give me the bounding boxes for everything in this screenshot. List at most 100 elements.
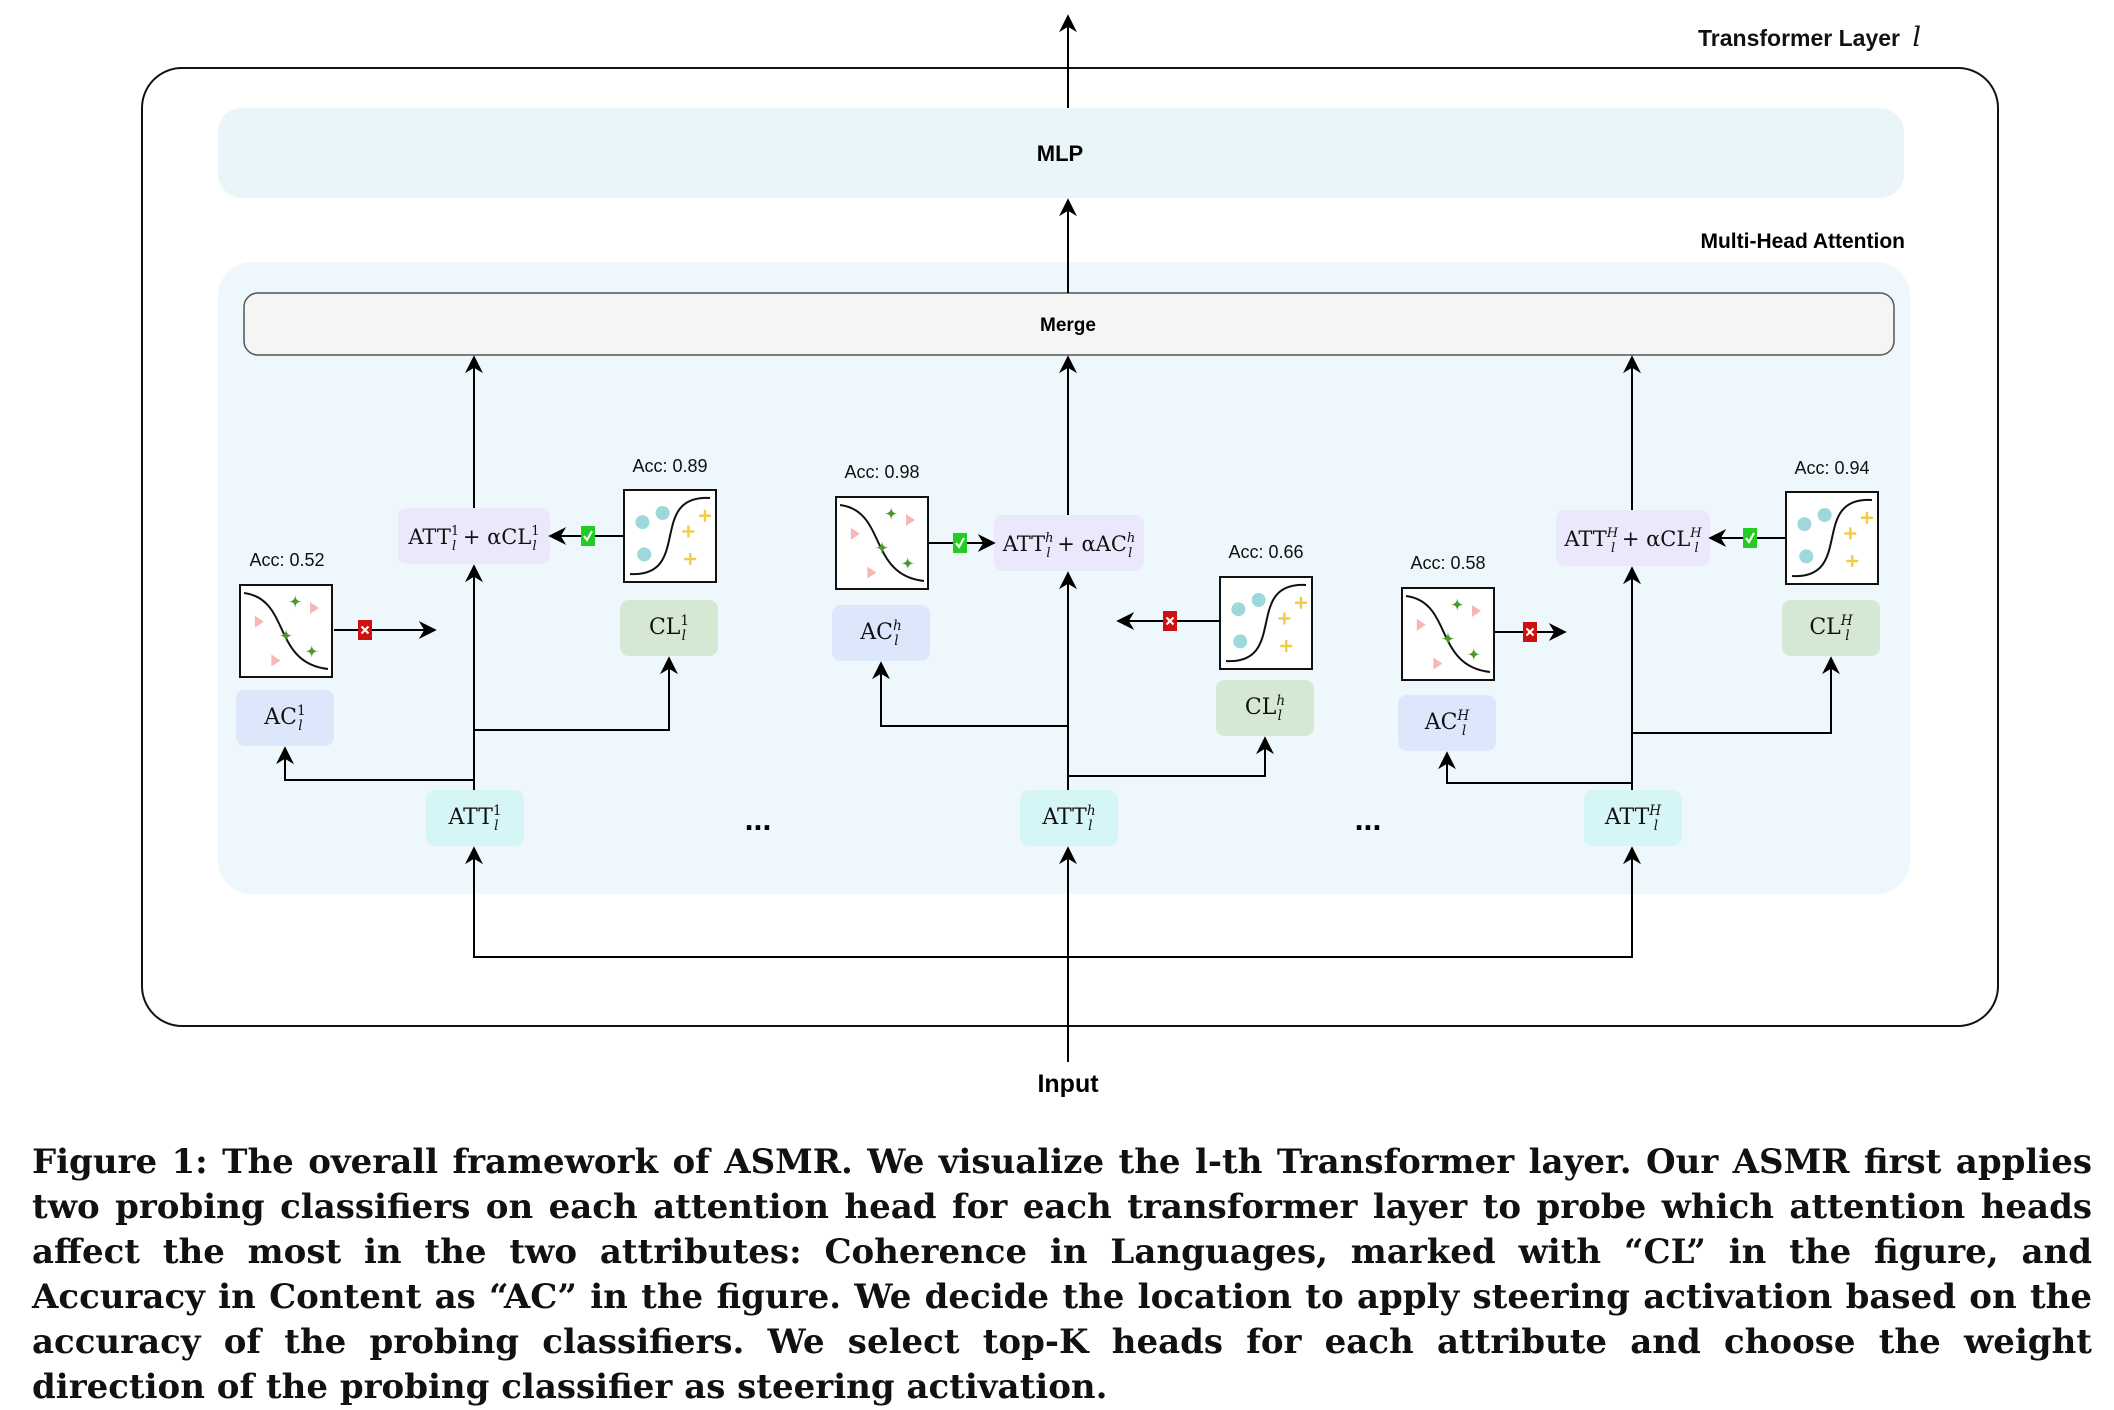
plus-icon <box>1860 511 1873 524</box>
ac-classifier-label: AC1 l <box>263 703 305 734</box>
att-head-label: ATTH l <box>1604 803 1662 834</box>
dot-icon <box>1251 593 1266 607</box>
dot-icon <box>1233 634 1248 649</box>
sparkle-icon <box>304 644 319 659</box>
cl-accuracy-label: Acc: 0.89 <box>632 456 707 476</box>
dot-icon <box>1231 602 1246 617</box>
attention-heads: ATT1 l ATT1 l + αCL1 l AC1 l CL1 l Acc: 0.52 Acc: … <box>236 355 1880 846</box>
triangle-icon <box>271 654 281 667</box>
dot-icon <box>1799 549 1814 564</box>
dot-icon <box>1817 508 1832 522</box>
sparkle-icon <box>288 594 303 609</box>
dot-icon <box>655 506 670 520</box>
check-icon <box>1743 528 1757 548</box>
sparkle-icon <box>279 628 293 643</box>
asmr-framework-diagram: Transformer Layer l MLP Multi-Head Atten… <box>141 14 1999 1098</box>
dot-icon <box>635 515 650 530</box>
att-to-ac-arrow <box>1438 751 1632 784</box>
cl-classifier-label: CLH l <box>1809 613 1853 644</box>
plus-icon <box>1846 555 1859 567</box>
cl-classifier-box <box>1216 680 1314 736</box>
mlp-block <box>218 108 1904 198</box>
att-head-box <box>1584 790 1682 846</box>
plus-icon <box>682 525 695 538</box>
transformer-layer-box <box>141 67 1999 1027</box>
check-icon <box>953 533 967 553</box>
triangle-icon <box>310 602 319 614</box>
plus-icon <box>684 553 697 565</box>
check-icon <box>581 526 595 546</box>
ellipsis-left: ... <box>745 801 772 837</box>
steered-output-box <box>1556 510 1710 566</box>
ac-accuracy-label: Acc: 0.98 <box>844 462 919 482</box>
triangle-icon <box>906 514 915 526</box>
ac-classifier-box <box>1398 695 1496 751</box>
cl-probe-plot <box>623 489 717 583</box>
cross-icon <box>1523 622 1537 642</box>
ac-classifier-label: ACH l <box>1424 708 1471 739</box>
cl-accuracy-label: Acc: 0.94 <box>1794 458 1869 478</box>
cl-classifier-box <box>1782 600 1880 656</box>
ac-probe-plot <box>835 496 929 590</box>
input-label: Input <box>1037 1070 1099 1098</box>
cross-icon <box>1163 611 1177 631</box>
caption-prefix: Figure 1: <box>32 1142 208 1182</box>
triangle-icon <box>867 566 877 579</box>
input-bus <box>473 848 1633 958</box>
att-to-cl-arrow <box>474 656 678 731</box>
plus-icon <box>1294 596 1307 609</box>
att-to-cl-arrow <box>1068 736 1274 777</box>
ellipsis-right: ... <box>1355 801 1382 837</box>
cl-classifier-label: CLh l <box>1245 693 1285 724</box>
ac-classifier-label: ACh l <box>859 618 902 649</box>
att-head-box <box>426 790 524 846</box>
cl-classifier-box <box>620 600 718 656</box>
ac-classifier-box <box>832 605 930 661</box>
cross-icon <box>358 620 372 640</box>
steered-output-label: ATT1 l + αCL1 l <box>407 524 539 554</box>
ac-probe-plot <box>1401 587 1495 681</box>
ac-accuracy-label: Acc: 0.52 <box>249 550 324 570</box>
cl-accuracy-label: Acc: 0.66 <box>1228 542 1303 562</box>
triangle-icon <box>1472 605 1481 617</box>
attention-head-3: ATTH l ATTH l + αCLH l ACH l CLH l Acc: 0.58 Acc: … <box>1398 355 1880 846</box>
figure-caption: Figure 1: The overall framework of ASMR.… <box>32 1140 2092 1410</box>
ac-accuracy-label: Acc: 0.58 <box>1410 553 1485 573</box>
attention-head-1: ATT1 l ATT1 l + αCL1 l AC1 l CL1 l Acc: 0.52 Acc: … <box>236 355 718 846</box>
dot-icon <box>637 547 652 562</box>
multi-head-attention-label: Multi-Head Attention <box>1700 230 1905 253</box>
sparkle-icon <box>875 540 889 555</box>
triangle-icon <box>850 527 860 540</box>
plus-icon <box>1844 527 1857 540</box>
triangle-icon <box>254 615 264 628</box>
cl-probe-plot <box>1785 491 1879 585</box>
transformer-layer-title: Transformer Layer l <box>1698 22 1921 53</box>
sparkle-icon <box>900 556 915 571</box>
att-head-label: ATTh l <box>1041 803 1095 834</box>
steered-output-label: ATTh l + αACh l <box>1002 531 1136 561</box>
merge-label: Merge <box>1040 315 1096 336</box>
sparkle-icon <box>884 506 899 521</box>
cl-classifier-label: CL1 l <box>649 613 689 644</box>
caption-text: The overall framework of ASMR. We visual… <box>32 1142 2092 1407</box>
att-head-box <box>1020 790 1118 846</box>
steered-output-label: ATTH l + αCLH l <box>1563 526 1702 556</box>
mlp-label: MLP <box>1037 141 1083 166</box>
att-to-ac-arrow <box>276 746 474 781</box>
steered-output-box <box>994 515 1144 571</box>
sparkle-icon <box>1450 597 1465 612</box>
dot-icon <box>1797 517 1812 532</box>
att-head-label: ATT1 l <box>447 803 501 834</box>
sparkle-icon <box>1441 631 1455 646</box>
sparkle-icon <box>1466 647 1481 662</box>
attention-head-2: ATTh l ATTh l + αACh l ACh l CLh l Acc: 0.98 Acc: … <box>832 355 1314 846</box>
ac-classifier-box <box>236 690 334 746</box>
plus-icon <box>698 509 711 522</box>
cl-probe-plot <box>1219 576 1313 670</box>
att-to-ac-arrow <box>872 661 1068 727</box>
triangle-icon <box>1416 618 1426 631</box>
triangle-icon <box>1433 657 1443 670</box>
plus-icon <box>1280 640 1293 652</box>
plus-icon <box>1278 612 1291 625</box>
ac-probe-plot <box>239 584 333 678</box>
